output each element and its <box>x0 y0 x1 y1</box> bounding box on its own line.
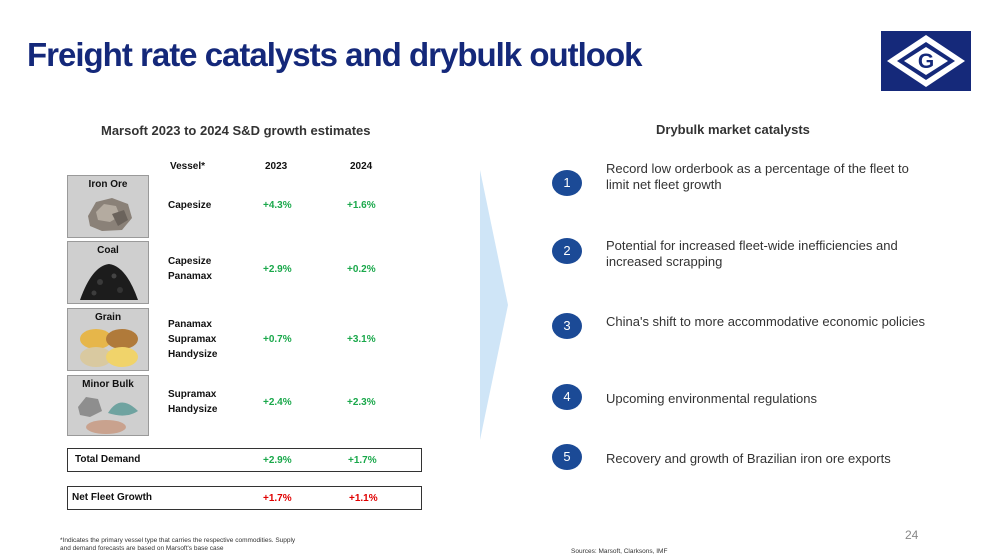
left-section-title: Marsoft 2023 to 2024 S&D growth estimate… <box>101 123 371 138</box>
catalyst-number-badge: 1 <box>552 170 582 196</box>
value-2024-grain: +3.1% <box>347 334 376 345</box>
net-fleet-growth-label: Net Fleet Growth <box>72 492 153 503</box>
logo-emblem-icon: G <box>887 35 965 87</box>
iron-ore-image <box>88 198 132 231</box>
logo-letter: G <box>918 50 934 73</box>
catalyst-text: Recovery and growth of Brazilian iron or… <box>606 451 891 466</box>
vessel-header: Vessel* <box>170 161 206 172</box>
vessel-type: Supramax <box>168 334 217 345</box>
footnote-line: *Indicates the primary vessel type that … <box>60 537 296 544</box>
vessel-list-minor-bulk: Supramax Handysize <box>168 387 217 417</box>
vessel-list-grain: Panamax Supramax Handysize <box>168 317 217 362</box>
value-2023-iron-ore: +4.3% <box>263 200 292 211</box>
catalyst-text: Potential for increased fleet-wide ineff… <box>606 238 898 269</box>
vessel-type: Handysize <box>168 404 218 415</box>
commodity-label: Minor Bulk <box>82 379 134 390</box>
catalyst-number-badge: 3 <box>552 313 582 339</box>
value-2024-iron-ore: +1.6% <box>347 200 376 211</box>
catalyst-number-badge: 5 <box>552 444 582 470</box>
value-2023-coal: +2.9% <box>263 264 292 275</box>
company-logo: G <box>881 31 971 91</box>
year-2023-header: 2023 <box>265 161 288 172</box>
catalyst-text: Record low orderbook as a percentage of … <box>606 161 909 192</box>
vessel-type: Panamax <box>168 271 212 282</box>
commodity-label: Iron Ore <box>88 179 128 190</box>
net-fleet-growth-2023: +1.7% <box>263 493 292 504</box>
coal-image <box>80 264 138 300</box>
year-2024-header: 2024 <box>350 161 373 172</box>
value-2024-coal: +0.2% <box>347 264 376 275</box>
value-2024-minor-bulk: +2.3% <box>347 397 376 408</box>
commodity-card-iron-ore: Iron Ore <box>67 175 149 238</box>
net-fleet-growth-2024: +1.1% <box>349 493 378 504</box>
net-fleet-growth-row: Net Fleet Growth +1.7% +1.1% <box>67 486 422 510</box>
total-demand-row: Total Demand +2.9% +1.7% <box>67 448 422 472</box>
vessel-type: Capesize <box>168 256 212 267</box>
vessel-type: Supramax <box>168 389 217 400</box>
total-demand-2024: +1.7% <box>348 455 377 466</box>
catalyst-number-badge: 4 <box>552 384 582 410</box>
footnote: *Indicates the primary vessel type that … <box>60 537 295 553</box>
catalyst-text: Upcoming environmental regulations <box>606 391 818 406</box>
total-demand-2023: +2.9% <box>263 455 292 466</box>
catalyst-number-badge: 2 <box>552 238 582 264</box>
grain-image <box>80 329 138 367</box>
minor-bulk-image <box>78 397 138 434</box>
commodity-label: Grain <box>94 312 122 323</box>
vessel-type: Handysize <box>168 349 218 360</box>
commodity-label: Coal <box>97 245 119 256</box>
catalyst-text: China's shift to more accommodative econ… <box>606 314 925 329</box>
commodity-card-minor-bulk: Minor Bulk <box>67 375 149 436</box>
vessel-list-iron-ore: Capesize <box>168 198 211 213</box>
commodity-card-coal: Coal <box>67 241 149 304</box>
vessel-type: Capesize <box>168 200 212 211</box>
sources-note: Sources: Marsoft, Clarksons, IMF <box>571 548 668 555</box>
vessel-list-coal: Capesize Panamax <box>168 254 212 284</box>
footnote-line: and demand forecasts are based on Marsof… <box>60 545 224 552</box>
page-number: 24 <box>905 528 919 542</box>
vessel-type: Panamax <box>168 319 212 330</box>
page-title: Freight rate catalysts and drybulk outlo… <box>27 36 642 73</box>
total-demand-label: Total Demand <box>75 454 141 465</box>
value-2023-grain: +0.7% <box>263 334 292 345</box>
right-section-title: Drybulk market catalysts <box>656 122 810 137</box>
commodity-card-grain: Grain <box>67 308 149 371</box>
value-2023-minor-bulk: +2.4% <box>263 397 292 408</box>
chevron-arrow-icon <box>480 170 508 440</box>
